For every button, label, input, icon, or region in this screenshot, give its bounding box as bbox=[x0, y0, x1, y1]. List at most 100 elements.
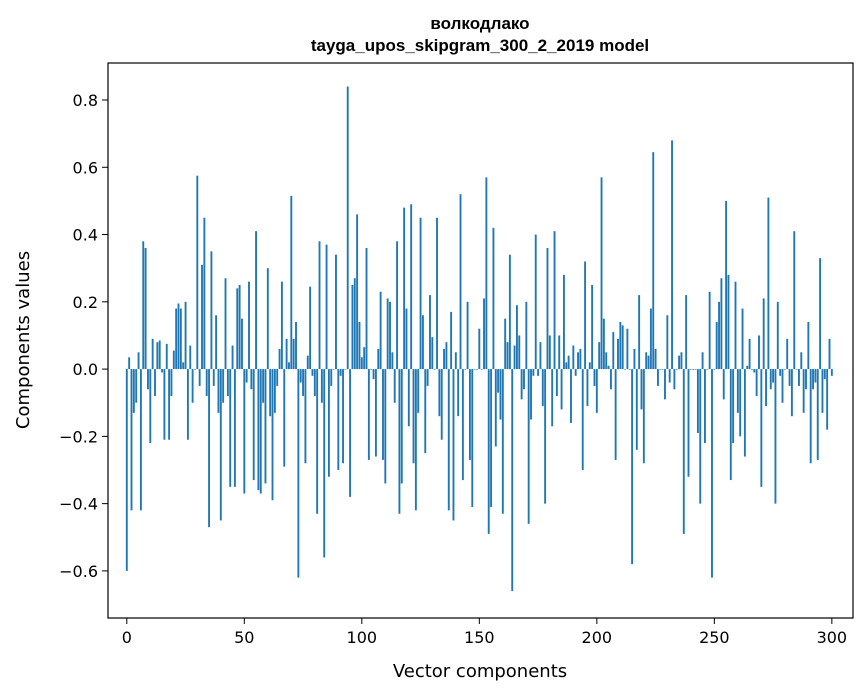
bar-262 bbox=[741, 308, 744, 370]
bar-283 bbox=[790, 369, 793, 417]
bar-207 bbox=[612, 332, 615, 370]
bar-133 bbox=[438, 369, 441, 417]
x-tick-label: 100 bbox=[347, 628, 378, 647]
bar-224 bbox=[652, 152, 655, 370]
bar-55 bbox=[255, 231, 257, 370]
bar-273 bbox=[767, 197, 770, 370]
bar-71 bbox=[292, 338, 295, 370]
bar-229 bbox=[664, 369, 666, 400]
bar-296 bbox=[821, 369, 824, 413]
bar-45 bbox=[231, 345, 234, 370]
bar-27 bbox=[189, 345, 192, 370]
bar-17 bbox=[165, 343, 168, 370]
bar-245 bbox=[701, 352, 704, 370]
bar-130 bbox=[431, 337, 434, 370]
bar-64 bbox=[276, 369, 279, 386]
bar-173 bbox=[532, 369, 535, 376]
bar-263 bbox=[743, 369, 746, 457]
bar-230 bbox=[666, 315, 669, 370]
bar-119 bbox=[405, 308, 408, 370]
bar-54 bbox=[252, 369, 255, 481]
bar-234 bbox=[675, 369, 678, 370]
bar-201 bbox=[598, 342, 601, 370]
bar-62 bbox=[271, 369, 274, 501]
bar-241 bbox=[692, 369, 695, 370]
bar-208 bbox=[614, 369, 617, 460]
bar-31 bbox=[198, 369, 201, 386]
bar-192 bbox=[577, 352, 579, 370]
bar-282 bbox=[788, 369, 791, 386]
bar-56 bbox=[257, 369, 260, 491]
bar-95 bbox=[349, 369, 352, 497]
bar-48 bbox=[238, 285, 241, 370]
bar-12 bbox=[154, 369, 156, 396]
bar-169 bbox=[523, 369, 525, 390]
bar-272 bbox=[765, 369, 767, 407]
bar-255 bbox=[725, 200, 728, 370]
bar-228 bbox=[661, 369, 664, 370]
bar-264 bbox=[746, 365, 749, 370]
bar-114 bbox=[393, 369, 396, 403]
bar-155 bbox=[490, 369, 493, 507]
bar-259 bbox=[734, 281, 737, 370]
bar-152 bbox=[483, 298, 485, 370]
bar-33 bbox=[203, 217, 206, 370]
bar-103 bbox=[367, 369, 370, 460]
bar-91 bbox=[339, 369, 342, 376]
bar-106 bbox=[374, 369, 377, 457]
bar-292 bbox=[812, 369, 814, 390]
bar-109 bbox=[382, 369, 384, 460]
bar-154 bbox=[487, 369, 490, 534]
bar-265 bbox=[748, 338, 751, 370]
bar-209 bbox=[617, 338, 619, 370]
bar-231 bbox=[668, 369, 671, 383]
bar-15 bbox=[161, 369, 163, 373]
bar-97 bbox=[353, 278, 356, 370]
bar-191 bbox=[574, 369, 577, 376]
bar-50 bbox=[243, 369, 246, 494]
bar-252 bbox=[718, 301, 720, 370]
bar-124 bbox=[417, 369, 420, 413]
bar-73 bbox=[297, 369, 300, 578]
bar-21 bbox=[175, 308, 178, 370]
bar-37 bbox=[212, 369, 215, 386]
bar-220 bbox=[642, 369, 645, 464]
bar-58 bbox=[262, 369, 265, 403]
bar-5 bbox=[137, 352, 140, 370]
bar-206 bbox=[609, 369, 612, 390]
bar-211 bbox=[621, 325, 624, 370]
bar-226 bbox=[657, 369, 659, 386]
x-tick-label: 300 bbox=[817, 628, 848, 647]
bar-40 bbox=[219, 369, 222, 521]
bar-32 bbox=[201, 264, 203, 370]
bar-52 bbox=[248, 281, 250, 370]
bar-81 bbox=[316, 369, 319, 514]
bar-131 bbox=[433, 369, 436, 370]
bar-180 bbox=[548, 335, 551, 370]
bar-44 bbox=[229, 369, 232, 487]
bar-51 bbox=[245, 369, 248, 383]
bar-100 bbox=[360, 357, 363, 370]
bar-253 bbox=[720, 278, 723, 370]
bar-144 bbox=[464, 369, 467, 370]
bar-288 bbox=[802, 369, 805, 413]
bar-236 bbox=[680, 352, 683, 370]
bar-293 bbox=[814, 369, 817, 383]
bar-232 bbox=[671, 140, 673, 370]
bar-7 bbox=[142, 241, 145, 370]
bar-250 bbox=[713, 369, 716, 370]
bar-122 bbox=[412, 369, 415, 464]
bar-149 bbox=[476, 369, 478, 370]
bar-157 bbox=[494, 369, 497, 447]
bar-135 bbox=[443, 348, 446, 370]
bar-96 bbox=[351, 285, 354, 370]
bar-221 bbox=[645, 352, 648, 370]
bar-197 bbox=[588, 362, 591, 370]
bar-49 bbox=[241, 318, 243, 370]
bar-6 bbox=[139, 369, 142, 511]
bar-92 bbox=[342, 369, 344, 464]
bar-34 bbox=[205, 369, 208, 396]
bar-271 bbox=[762, 298, 765, 370]
bar-146 bbox=[468, 369, 471, 460]
bar-10 bbox=[149, 369, 152, 444]
